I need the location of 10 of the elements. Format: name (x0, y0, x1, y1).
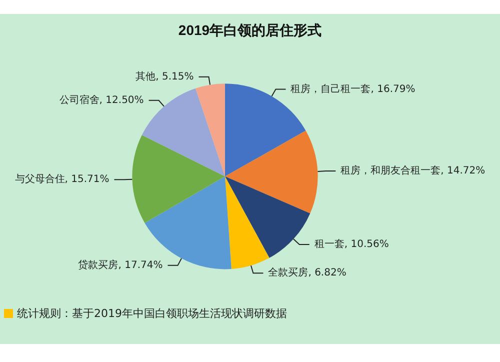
slice-label: 全款买房, 6.82% (268, 266, 346, 279)
text: 统计规则：基于2019年中国白领职场生活现状调研数据 (17, 306, 287, 321)
slice-label: 其他, 5.15% (136, 70, 194, 82)
slice-label: 公司宿舍, 12.50% (59, 94, 144, 106)
slice-label: 与父母合住, 15.71% (14, 173, 110, 186)
chart-title: 2019年白领的居住形式 (178, 22, 322, 38)
slice-label: 租房，和朋友合租一套, 14.72% (340, 164, 486, 177)
slice-label: 贷款买房, 17.74% (78, 258, 163, 271)
slice-label: 租房，自己租一套, 16.79% (290, 82, 416, 95)
slice-label: 租一套, 10.56% (314, 238, 389, 250)
